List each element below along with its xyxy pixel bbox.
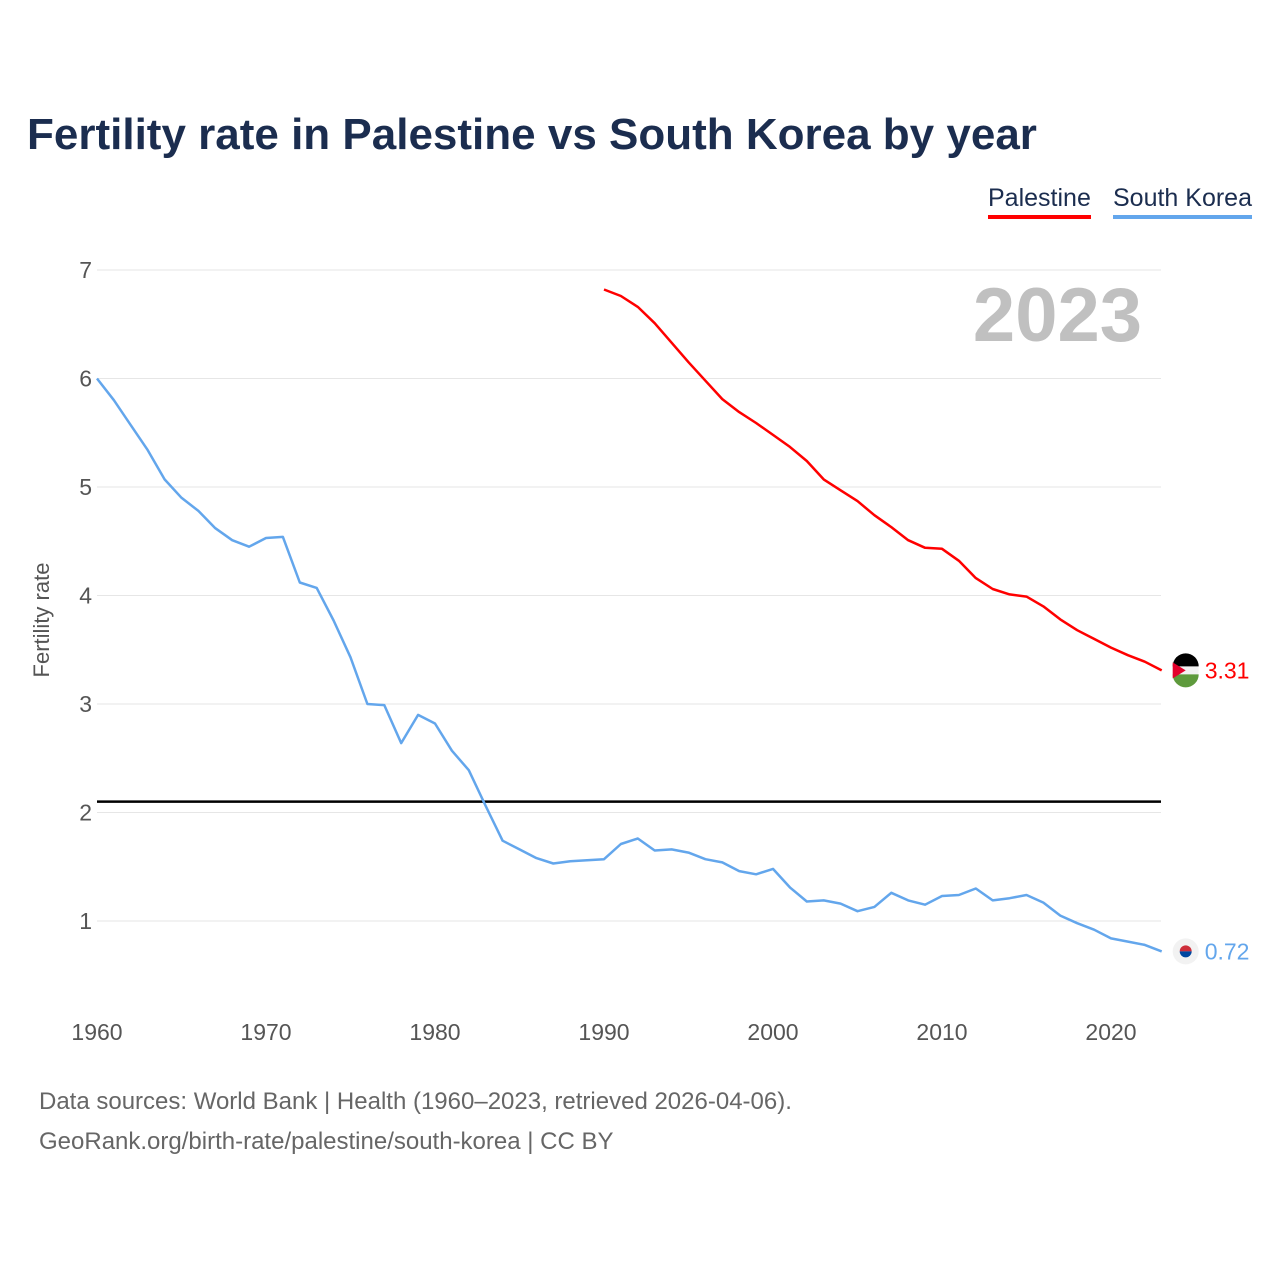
legend-palestine[interactable]: Palestine bbox=[988, 184, 1091, 219]
flag-triangle bbox=[1172, 662, 1186, 679]
source-url[interactable]: GeoRank.org/birth-rate/palestine/south-k… bbox=[39, 1128, 614, 1155]
legend-south-korea[interactable]: South Korea bbox=[1113, 184, 1252, 219]
y-tick-label: 1 bbox=[79, 908, 92, 934]
y-tick-label: 7 bbox=[79, 257, 92, 283]
y-tick-label: 5 bbox=[79, 474, 92, 500]
x-tick-label: 1970 bbox=[240, 1019, 291, 1045]
chart-title: Fertility rate in Palestine vs South Kor… bbox=[27, 110, 1037, 159]
x-tick-label: 2010 bbox=[916, 1019, 967, 1045]
flag-taeguk bbox=[1179, 951, 1192, 958]
x-tick-label: 2000 bbox=[747, 1019, 798, 1045]
y-tick-label: 6 bbox=[79, 366, 92, 392]
flag-stripe bbox=[1172, 653, 1199, 667]
year-label: 2023 bbox=[972, 273, 1142, 358]
y-tick-label: 2 bbox=[79, 800, 92, 826]
x-tick-label: 2020 bbox=[1085, 1019, 1136, 1045]
flag-taeguk bbox=[1179, 945, 1192, 952]
x-tick-label: 1980 bbox=[409, 1019, 460, 1045]
y-tick-label: 4 bbox=[79, 583, 92, 609]
source-text: Data sources: World Bank | Health (1960–… bbox=[39, 1088, 792, 1115]
y-axis-label: Fertility rate bbox=[29, 562, 54, 678]
x-tick-label: 1960 bbox=[71, 1019, 122, 1045]
end-value-label: 3.31 bbox=[1205, 657, 1250, 683]
y-tick-label: 3 bbox=[79, 691, 92, 717]
flag-stripe bbox=[1172, 674, 1199, 688]
end-value-label: 0.72 bbox=[1205, 938, 1250, 964]
x-tick-label: 1990 bbox=[578, 1019, 629, 1045]
series-line-south-korea bbox=[96, 377, 1163, 953]
series-line-palestine bbox=[603, 288, 1163, 672]
